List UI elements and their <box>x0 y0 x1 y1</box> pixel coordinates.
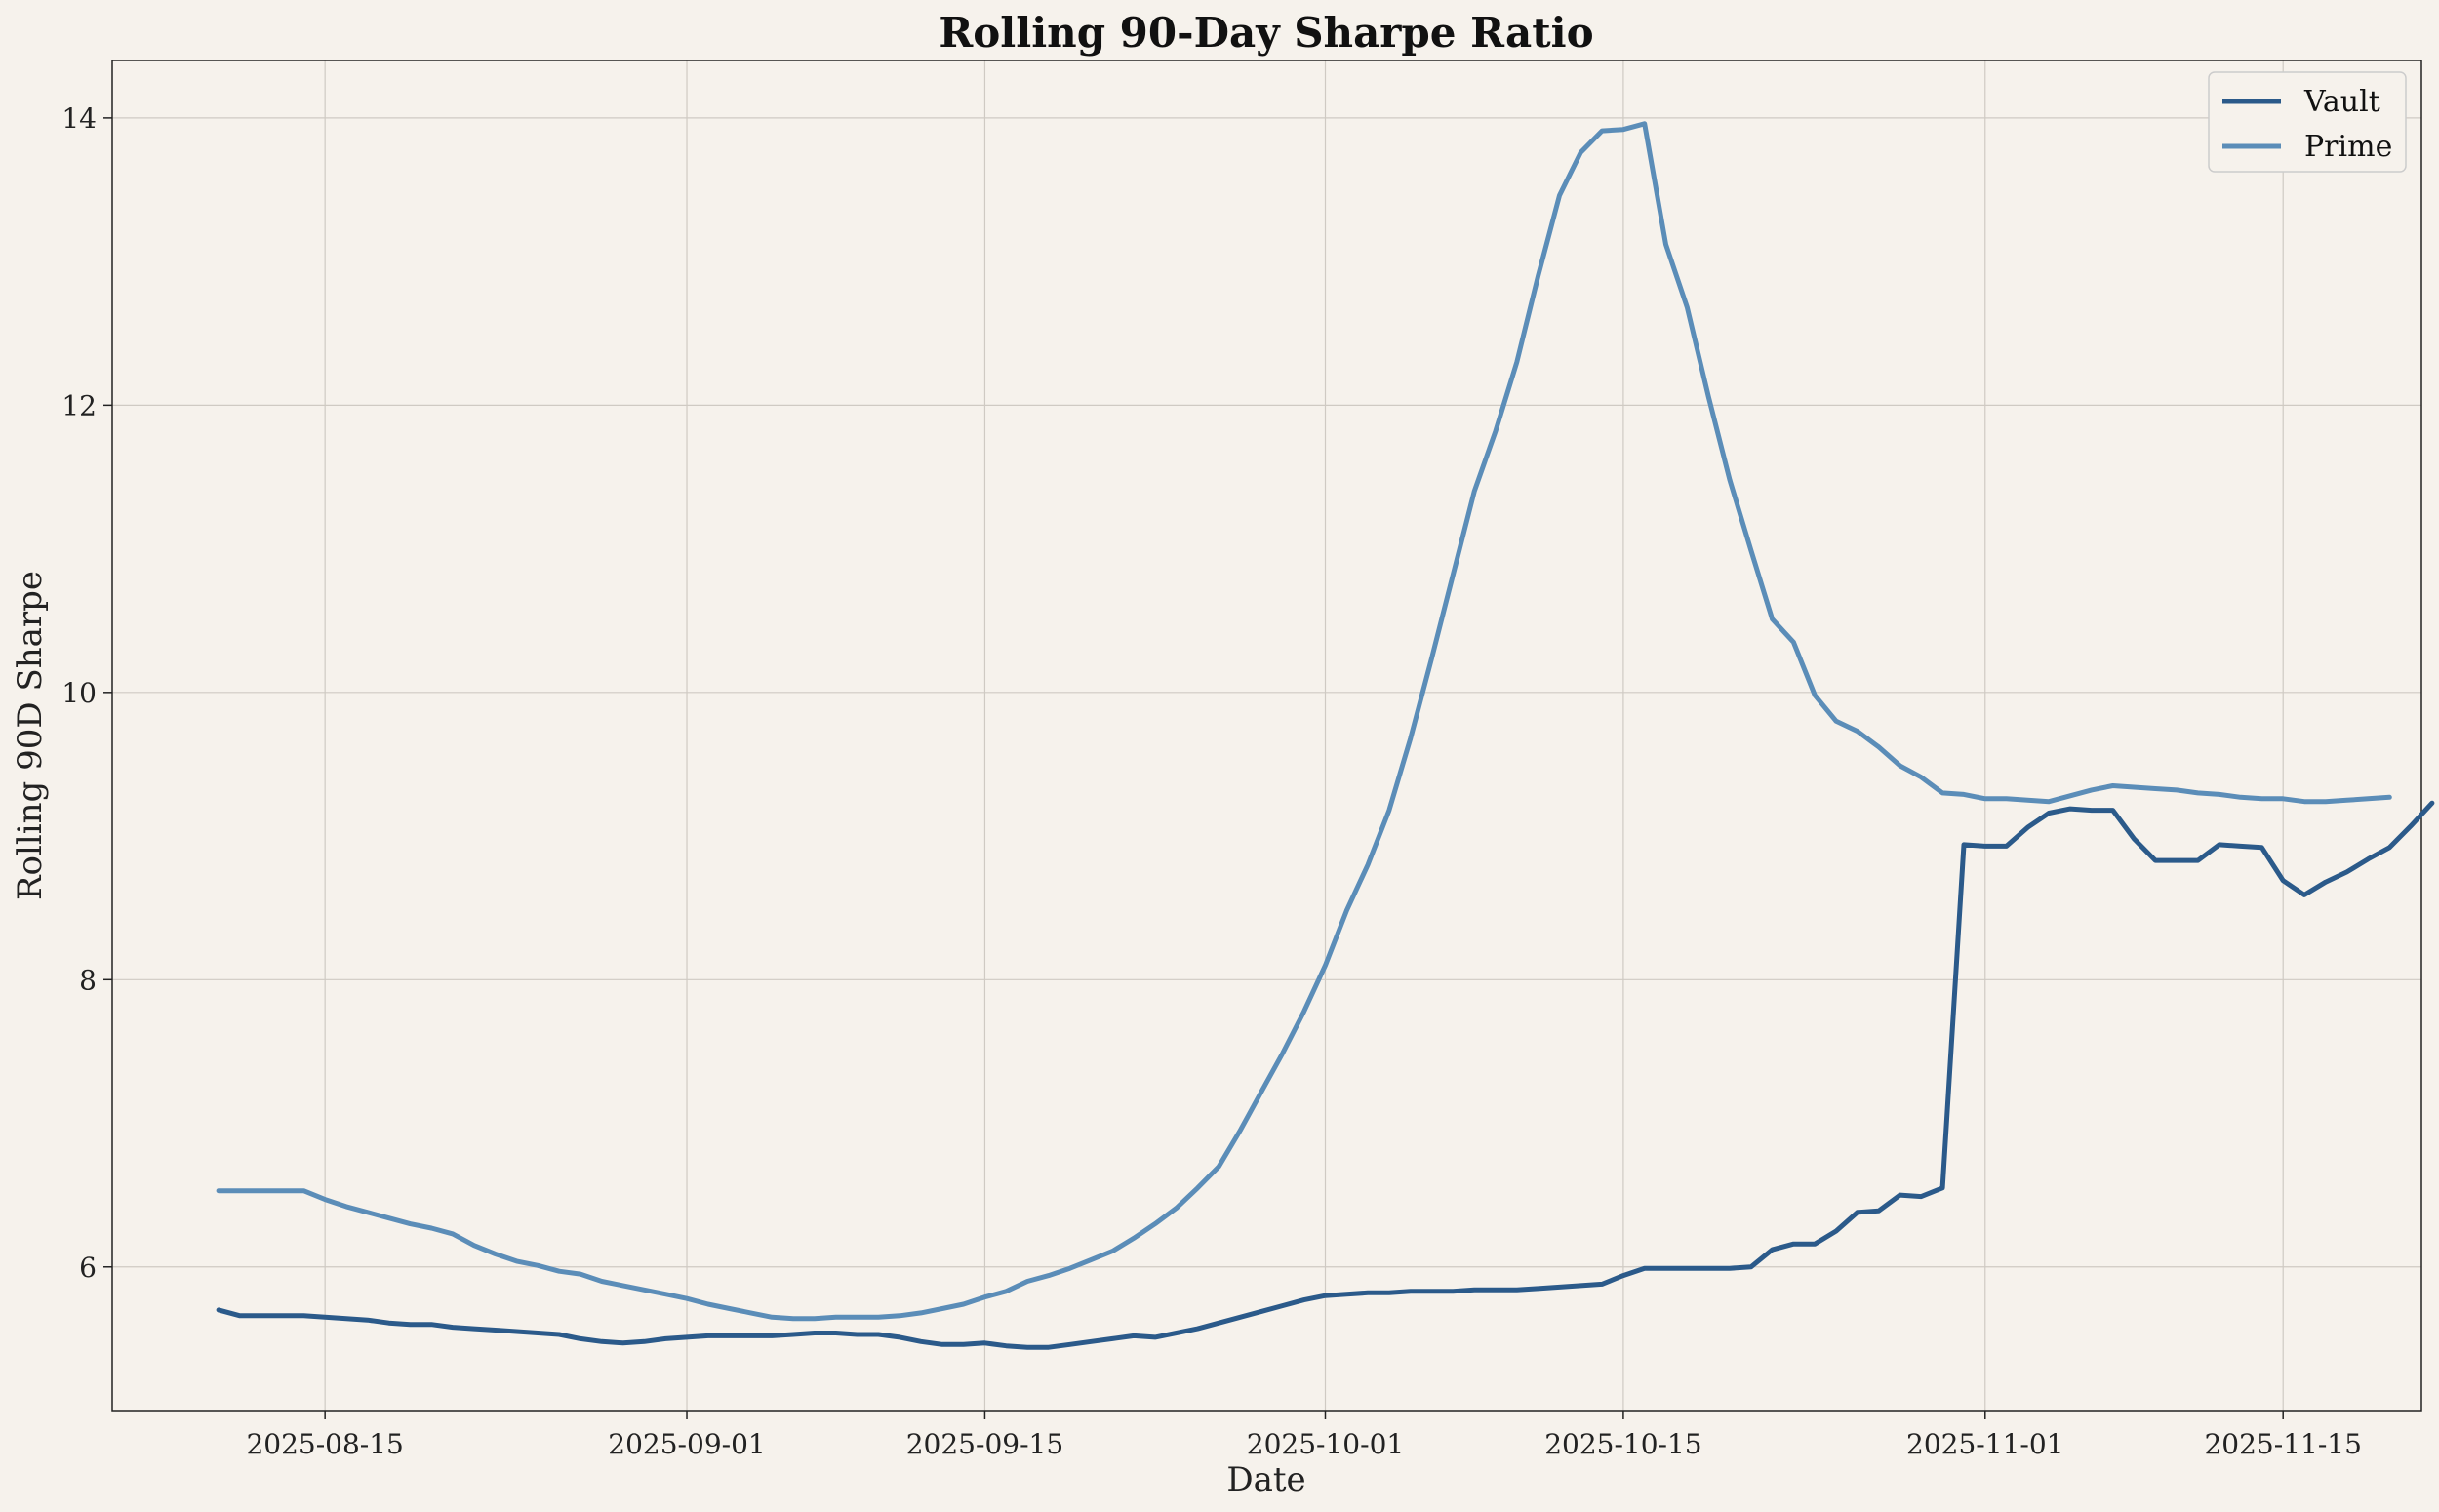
legend-label-vault: Vault <box>2303 85 2380 119</box>
x-tick-label: 2025-11-15 <box>2204 1428 2361 1460</box>
y-tick-label: 14 <box>61 102 97 135</box>
grid <box>112 60 2421 1411</box>
x-tick-label: 2025-10-01 <box>1247 1428 1404 1460</box>
plot-frame <box>111 60 2422 1412</box>
legend-label-prime: Prime <box>2304 130 2392 164</box>
x-tick-label: 2025-09-01 <box>608 1428 765 1460</box>
y-tick-label: 6 <box>79 1252 97 1284</box>
y-tick-label: 8 <box>79 964 97 996</box>
y-tick-label: 10 <box>61 677 97 709</box>
x-tick-label: 2025-08-15 <box>246 1428 403 1460</box>
series-line-prime <box>216 121 2392 1322</box>
x-tick-label: 2025-11-01 <box>1906 1428 2063 1460</box>
axis-ticks: 6 8 10 12 14 2025-08-15 2025-09-01 2025-09-15 20… <box>61 102 2362 1460</box>
series-line-vault <box>216 800 2435 1350</box>
y-axis-label: Rolling 90D Sharpe <box>11 571 50 900</box>
series-lines <box>216 121 2435 1350</box>
chart-title: Rolling 90-Day Sharpe Ratio <box>939 9 1593 57</box>
y-tick-label: 12 <box>61 389 97 421</box>
x-tick-label: 2025-09-15 <box>906 1428 1063 1460</box>
x-axis-label: Date <box>1226 1460 1305 1499</box>
x-tick-label: 2025-10-15 <box>1544 1428 1701 1460</box>
legend: Vault Prime <box>2208 71 2407 173</box>
